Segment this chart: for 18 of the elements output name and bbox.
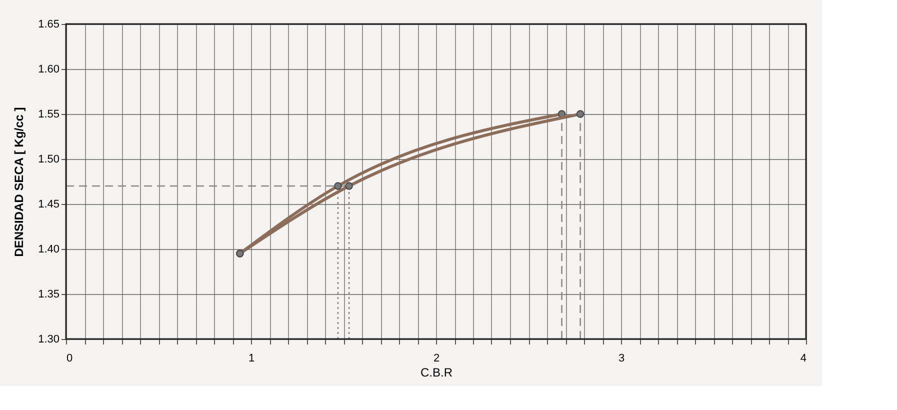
x-tick-label: 0 xyxy=(66,352,73,364)
y-tick-label: 1.30 xyxy=(38,334,60,346)
y-tick-label: 1.40 xyxy=(38,244,60,256)
y-tick-label: 1.50 xyxy=(38,154,60,166)
point xyxy=(576,110,584,118)
x-tick-label: 4 xyxy=(800,352,806,364)
y-tick-label: 1.45 xyxy=(38,198,60,210)
point xyxy=(345,182,353,190)
x-tick-label: 1 xyxy=(248,352,255,364)
point xyxy=(334,182,342,190)
x-tick-label: 3 xyxy=(618,352,625,364)
y-tick-label: 1.60 xyxy=(38,64,60,76)
y-tick-label: 1.35 xyxy=(38,288,60,300)
y-axis-title: DENSIDAD SECA [ Kg/cc ] xyxy=(12,107,26,257)
y-tick-label: 1.55 xyxy=(38,108,60,120)
x-tick-label: 2 xyxy=(433,352,440,364)
y-tick-label: 1.65 xyxy=(38,18,60,30)
x-axis-title: C.B.R xyxy=(420,366,453,380)
